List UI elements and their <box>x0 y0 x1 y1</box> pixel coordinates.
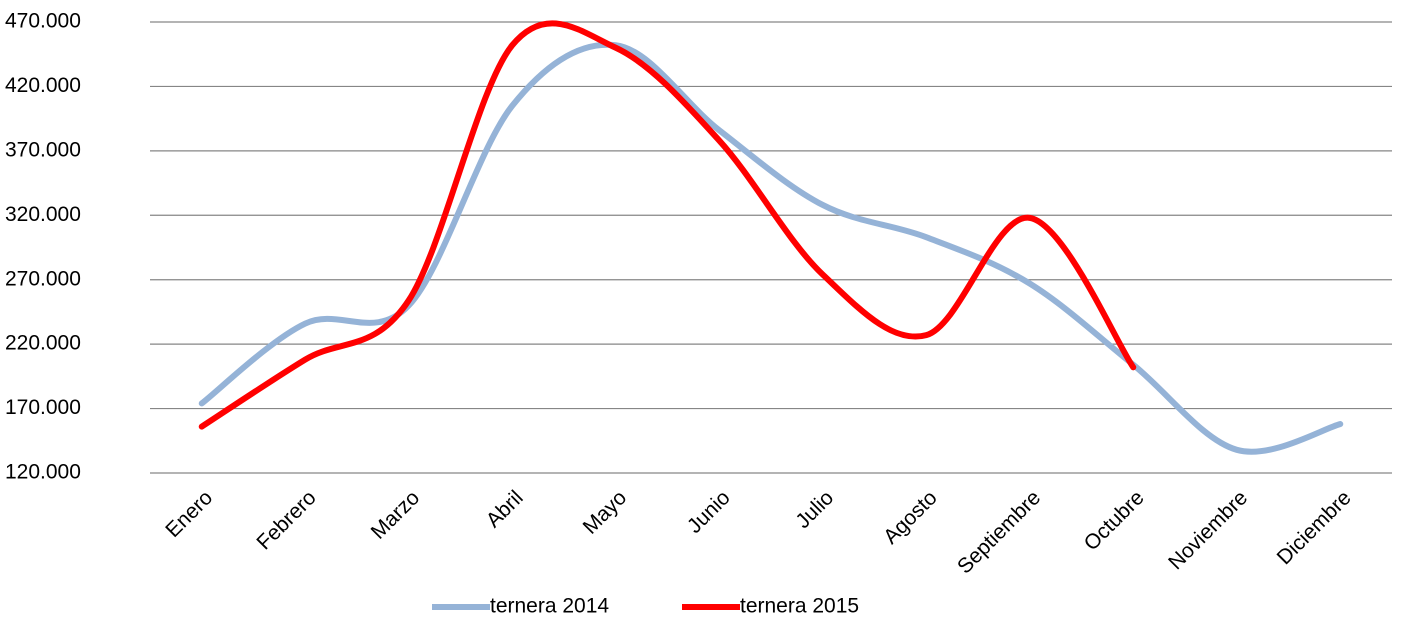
x-tick-label: Julio <box>791 486 838 533</box>
x-tick-label: Enero <box>161 486 217 542</box>
legend-label: ternera 2014 <box>490 595 609 618</box>
legend-item: ternera 2015 <box>682 595 859 618</box>
y-tick-label: 470.000 <box>5 10 81 33</box>
series-line <box>198 41 1344 455</box>
x-tick-label: Septiembre <box>953 486 1045 578</box>
y-tick-label: 270.000 <box>5 267 81 290</box>
x-tick-label: Diciembre <box>1273 486 1356 569</box>
x-tick-label: Marzo <box>367 486 425 544</box>
x-tick-label: Octubre <box>1080 486 1149 555</box>
x-tick-label: Abril <box>482 486 528 532</box>
series-line <box>198 20 1137 430</box>
y-tick-label: 370.000 <box>5 138 81 161</box>
x-tick-label: Noviembre <box>1164 486 1252 574</box>
x-tick-label: Mayo <box>579 486 632 539</box>
x-tick-label: Febrero <box>252 486 320 554</box>
legend-label: ternera 2015 <box>740 595 859 618</box>
y-tick-label: 220.000 <box>5 332 81 355</box>
x-tick-label: Junio <box>683 486 735 538</box>
y-tick-label: 120.000 <box>5 461 81 484</box>
legend-item: ternera 2014 <box>432 595 609 618</box>
y-tick-label: 320.000 <box>5 203 81 226</box>
x-tick-label: Agosto <box>879 486 942 549</box>
y-tick-label: 170.000 <box>5 396 81 419</box>
y-tick-label: 420.000 <box>5 74 81 97</box>
